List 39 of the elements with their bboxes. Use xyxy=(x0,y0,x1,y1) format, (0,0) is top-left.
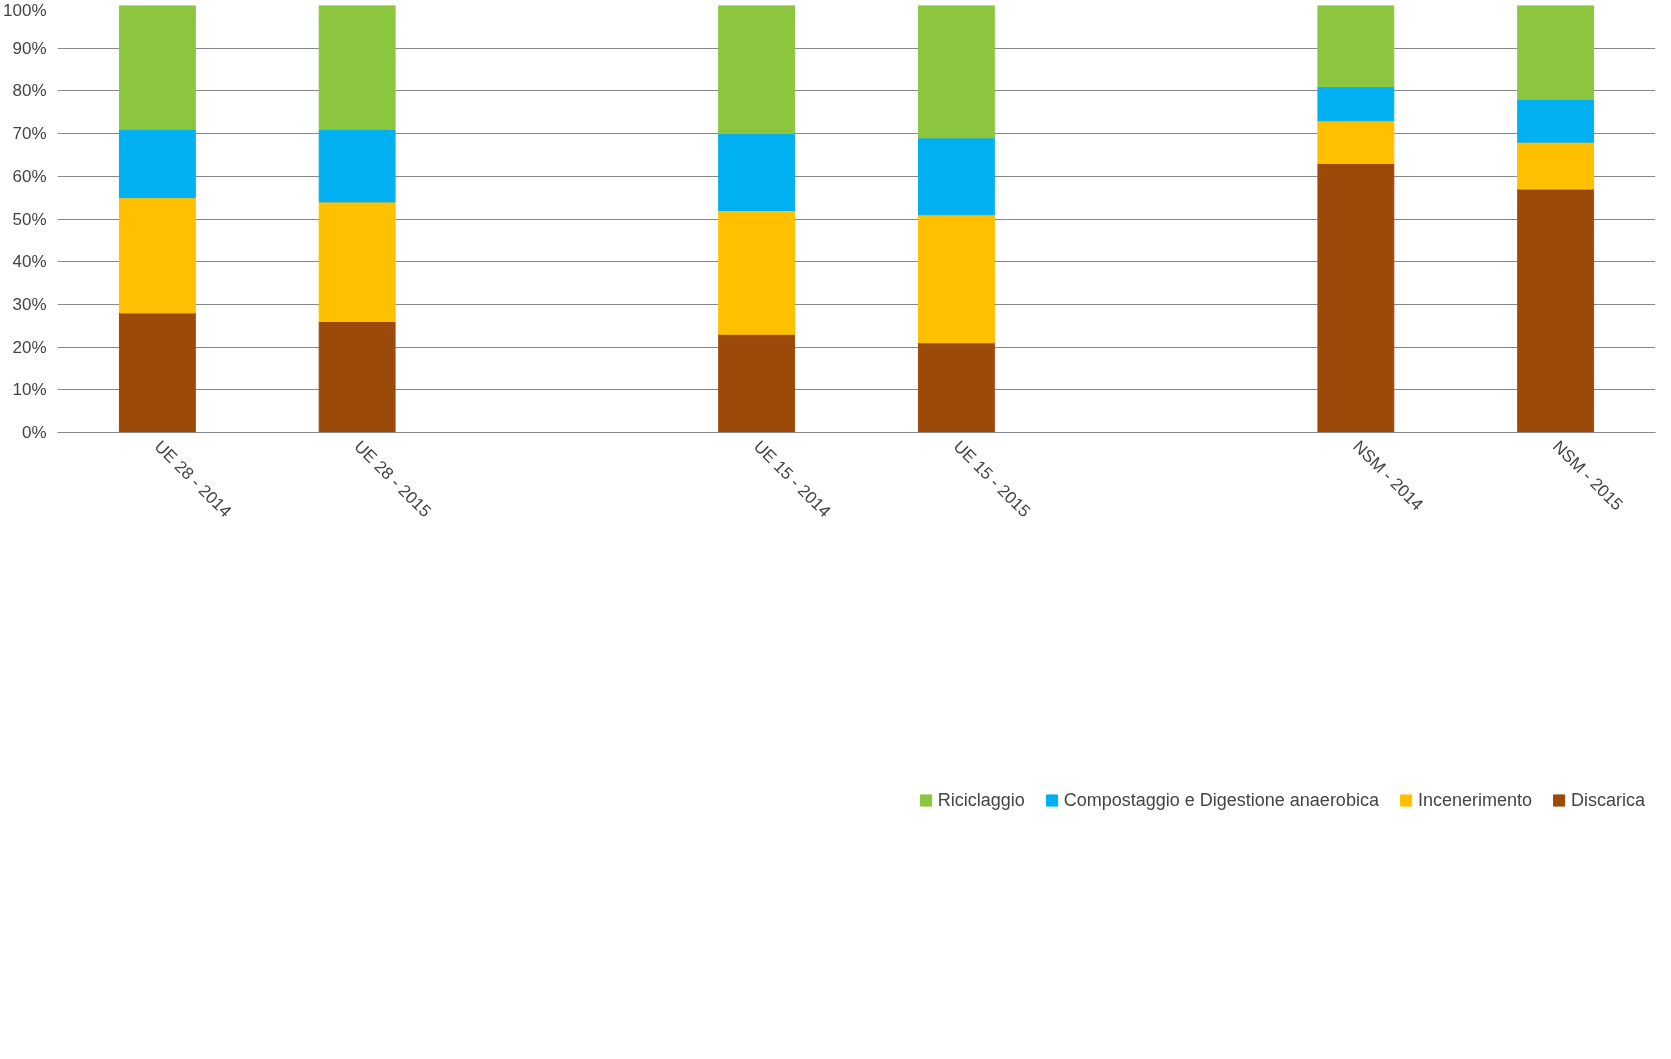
bar xyxy=(1317,120,1395,164)
y-tick-label: 50% xyxy=(12,209,47,229)
y-tick-label: 100% xyxy=(3,0,47,20)
bar xyxy=(118,128,196,199)
bar xyxy=(118,197,196,314)
bar xyxy=(118,5,196,130)
y-tick-label: 10% xyxy=(12,380,47,400)
y-tick-label: 20% xyxy=(12,337,47,357)
bar xyxy=(1317,86,1395,122)
bar xyxy=(718,333,796,433)
bar xyxy=(318,5,396,130)
bar xyxy=(1517,188,1595,433)
legend-label: Discarica xyxy=(1570,789,1645,811)
y-tick-label: 30% xyxy=(12,294,47,314)
legend-label: Incenerimento xyxy=(1417,789,1532,811)
y-tick-label: 90% xyxy=(12,38,47,58)
bar xyxy=(1517,5,1595,100)
bar xyxy=(718,5,796,135)
bar xyxy=(118,312,196,433)
bar xyxy=(917,214,995,344)
bar xyxy=(318,128,396,203)
bar xyxy=(917,5,995,139)
bar xyxy=(1317,5,1395,88)
legend-label: Compostaggio e Digestione anaerobica xyxy=(1063,789,1379,811)
bar xyxy=(718,133,796,211)
y-tick-label: 40% xyxy=(12,252,47,272)
bar xyxy=(917,137,995,216)
bar xyxy=(318,320,396,433)
bar xyxy=(718,209,796,335)
bar xyxy=(1517,141,1595,190)
bar xyxy=(1517,98,1595,143)
y-tick-label: 0% xyxy=(21,423,47,442)
legend-label: Riciclaggio xyxy=(937,789,1025,811)
bar xyxy=(917,342,995,433)
bar xyxy=(318,201,396,322)
bar xyxy=(1317,162,1395,433)
y-tick-label: 80% xyxy=(12,81,47,101)
y-tick-label: 70% xyxy=(12,124,47,144)
y-tick-label: 60% xyxy=(12,166,47,186)
